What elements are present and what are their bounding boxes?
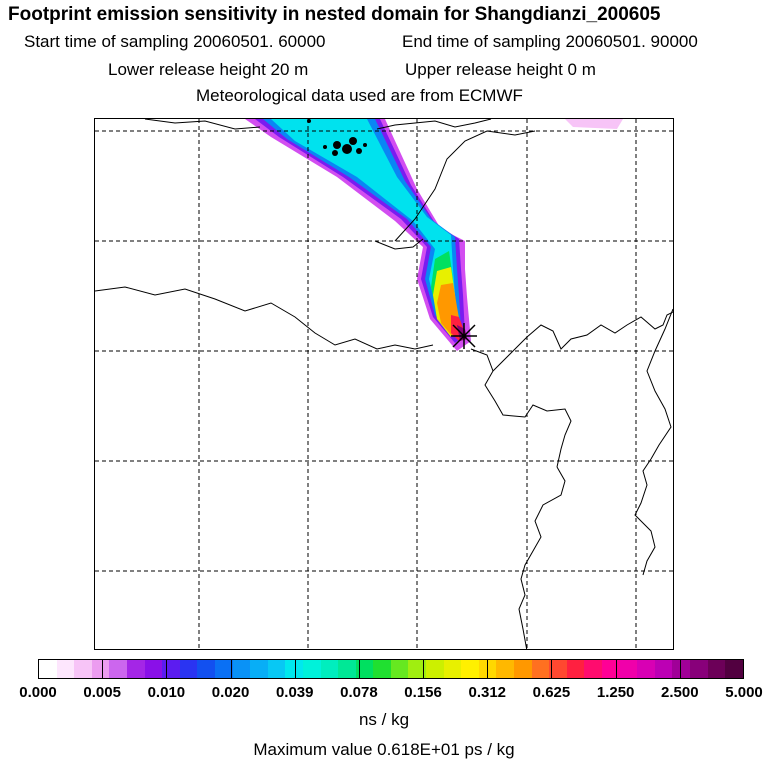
upper-release-height-label: Upper release height 0 m [405,60,596,79]
footprint-map [94,118,674,650]
colorbar-tick-label: 0.078 [340,684,378,701]
colorbar-cell [267,660,286,678]
colorbar-cell [637,660,655,678]
colorbar-cell [584,660,602,678]
maximum-value-label: Maximum value 0.618E+01 ps / kg [253,740,515,759]
colorbar-tick-label: 0.156 [404,684,442,701]
colorbar-divider [551,659,553,679]
colorbar-cell [619,660,638,678]
colorbar-cell [531,660,550,678]
colorbar-cell [549,660,567,678]
colorbar-divider [230,659,232,679]
colorbar-divider [166,659,168,679]
colorbar-cell [162,660,180,678]
colorbar-tick-label: 0.000 [19,684,57,701]
colorbar-cell [39,660,57,678]
colorbar-unit-label: ns / kg [358,710,410,729]
colorbar-cell [496,660,515,678]
sampling-start-label: Start time of sampling 20060501. 60000 [24,32,326,51]
colorbar-cell [250,660,268,678]
colorbar-cell [197,660,215,678]
plume-magenta-patch [565,119,623,129]
receptor-marker [451,323,477,349]
colorbar-cell [214,660,233,678]
colorbar-cell [126,660,145,678]
colorbar-cell [320,660,339,678]
lat-lon-grid [95,119,673,649]
colorbar-cell [91,660,110,678]
sampling-end-label: End time of sampling 20060501. 90000 [402,32,698,51]
colorbar-tick-label: 0.020 [211,684,250,701]
colorbar-cell [355,660,374,678]
colorbar [38,659,744,679]
colorbar-cell [725,660,743,678]
colorbar-cell [408,660,427,678]
colorbar-cell [144,660,163,678]
colorbar-cell [566,660,585,678]
colorbar-cell [707,660,726,678]
colorbar-cell [602,660,620,678]
colorbar-cell [109,660,127,678]
colorbar-cell [461,660,479,678]
colorbar-cell [232,660,251,678]
colorbar-cell [426,660,444,678]
island-markers [307,119,367,156]
lower-release-height-label: Lower release height 20 m [108,60,309,79]
colorbar-cell [373,660,391,678]
colorbar-cell [514,660,532,678]
colorbar-cell [689,660,708,678]
colorbar-divider [358,659,360,679]
colorbar-divider [423,659,425,679]
colorbar-tick-label: 0.039 [275,684,314,701]
colorbar-divider [487,659,489,679]
colorbar-divider [294,659,296,679]
meteorological-data-label: Meteorological data used are from ECMWF [196,86,523,105]
colorbar-cell [179,660,198,678]
colorbar-tick-label: 0.625 [532,684,571,701]
colorbar-divider [615,659,617,679]
colorbar-cell [338,660,356,678]
colorbar-divider [102,659,104,679]
map-canvas [95,119,673,649]
plot-title: Footprint emission sensitivity in nested… [8,4,661,25]
colorbar-tick-label: 0.010 [147,684,186,701]
colorbar-cell [672,660,690,678]
colorbar-divider [679,659,681,679]
colorbar-tick-label: 1.250 [596,684,635,701]
coastlines [95,119,673,649]
colorbar-cell [390,660,409,678]
colorbar-tick-label: 0.312 [468,684,507,701]
colorbar-cell [56,660,75,678]
colorbar-tick-label: 0.005 [83,684,121,701]
colorbar-cell [443,660,462,678]
colorbar-cell [302,660,321,678]
colorbar-tick-label: 5.000 [725,684,763,701]
colorbar-cell [74,660,92,678]
colorbar-cell [285,660,303,678]
colorbar-cell [654,660,673,678]
colorbar-tick-label: 2.500 [661,684,699,701]
